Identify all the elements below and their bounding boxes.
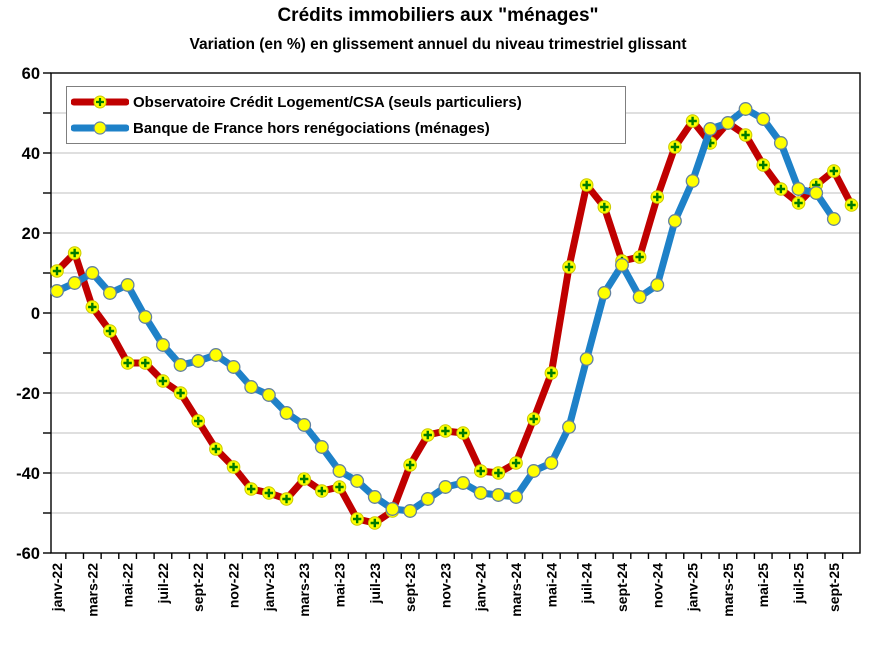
- svg-text:40: 40: [22, 145, 40, 163]
- svg-text:janv-24: janv-24: [473, 563, 489, 612]
- svg-text:60: 60: [22, 65, 40, 83]
- svg-text:mars-24: mars-24: [508, 563, 524, 617]
- svg-text:janv-22: janv-22: [49, 563, 65, 612]
- svg-text:juil-22: juil-22: [155, 563, 171, 605]
- svg-text:mai-22: mai-22: [120, 563, 136, 608]
- chart-subtitle: Variation (en %) en glissement annuel du…: [189, 36, 687, 53]
- svg-text:mars-23: mars-23: [296, 563, 312, 617]
- svg-text:-60: -60: [16, 545, 40, 563]
- legend-label-banque-de-france: Banque de France hors renégociations (mé…: [133, 119, 490, 137]
- series-markers-observatoire: [50, 114, 859, 530]
- x-axis-labels: janv-22 mars-22 mai-22 juil-22 sept-22 nov-22…: [49, 563, 842, 617]
- svg-text:mai-23: mai-23: [331, 563, 347, 608]
- blue-series-marker-icon: [93, 121, 107, 135]
- svg-text:0: 0: [31, 305, 40, 323]
- svg-text:nov-24: nov-24: [649, 563, 665, 608]
- x-axis-ticks: [65, 553, 844, 559]
- legend: Observatoire Crédit Logement/CSA (seuls …: [66, 86, 626, 144]
- svg-text:nov-22: nov-22: [226, 563, 242, 608]
- svg-text:sept-24: sept-24: [614, 563, 630, 612]
- svg-text:mars-25: mars-25: [720, 563, 736, 617]
- series-line-observatoire: [53, 117, 855, 527]
- y-axis-ticks: [43, 72, 51, 554]
- svg-text:janv-23: janv-23: [261, 563, 277, 612]
- chart-title: Crédits immobiliers aux "ménages": [277, 5, 599, 26]
- legend-label-observatoire: Observatoire Crédit Logement/CSA (seuls …: [133, 93, 522, 111]
- y-axis-labels: -60 -40 -20 0 20 40 60: [16, 65, 40, 563]
- blue-series-line-marker-icon: [71, 121, 129, 135]
- svg-text:-40: -40: [16, 465, 40, 483]
- gridlines: [51, 112, 860, 514]
- svg-text:mars-22: mars-22: [84, 563, 100, 617]
- svg-text:juil-24: juil-24: [579, 563, 595, 605]
- plus-glyph-icon: [96, 98, 104, 106]
- svg-text:juil-25: juil-25: [791, 563, 807, 605]
- svg-text:sept-22: sept-22: [190, 563, 206, 612]
- svg-text:nov-23: nov-23: [437, 563, 453, 608]
- svg-text:-20: -20: [16, 385, 40, 403]
- legend-item-banque-de-france: Banque de France hors renégociations (mé…: [71, 115, 621, 141]
- svg-text:mai-24: mai-24: [543, 563, 559, 608]
- series-line-banque-de-france: [53, 105, 838, 515]
- svg-text:20: 20: [22, 225, 40, 243]
- svg-text:sept-23: sept-23: [402, 563, 418, 612]
- series-markers-banque-de-france: [50, 102, 841, 518]
- svg-text:sept-25: sept-25: [826, 563, 842, 612]
- legend-item-observatoire: Observatoire Crédit Logement/CSA (seuls …: [71, 89, 621, 115]
- svg-text:janv-25: janv-25: [685, 563, 701, 612]
- red-series-line-marker-icon: [71, 95, 129, 109]
- svg-text:mai-25: mai-25: [755, 563, 771, 608]
- svg-text:juil-23: juil-23: [367, 563, 383, 605]
